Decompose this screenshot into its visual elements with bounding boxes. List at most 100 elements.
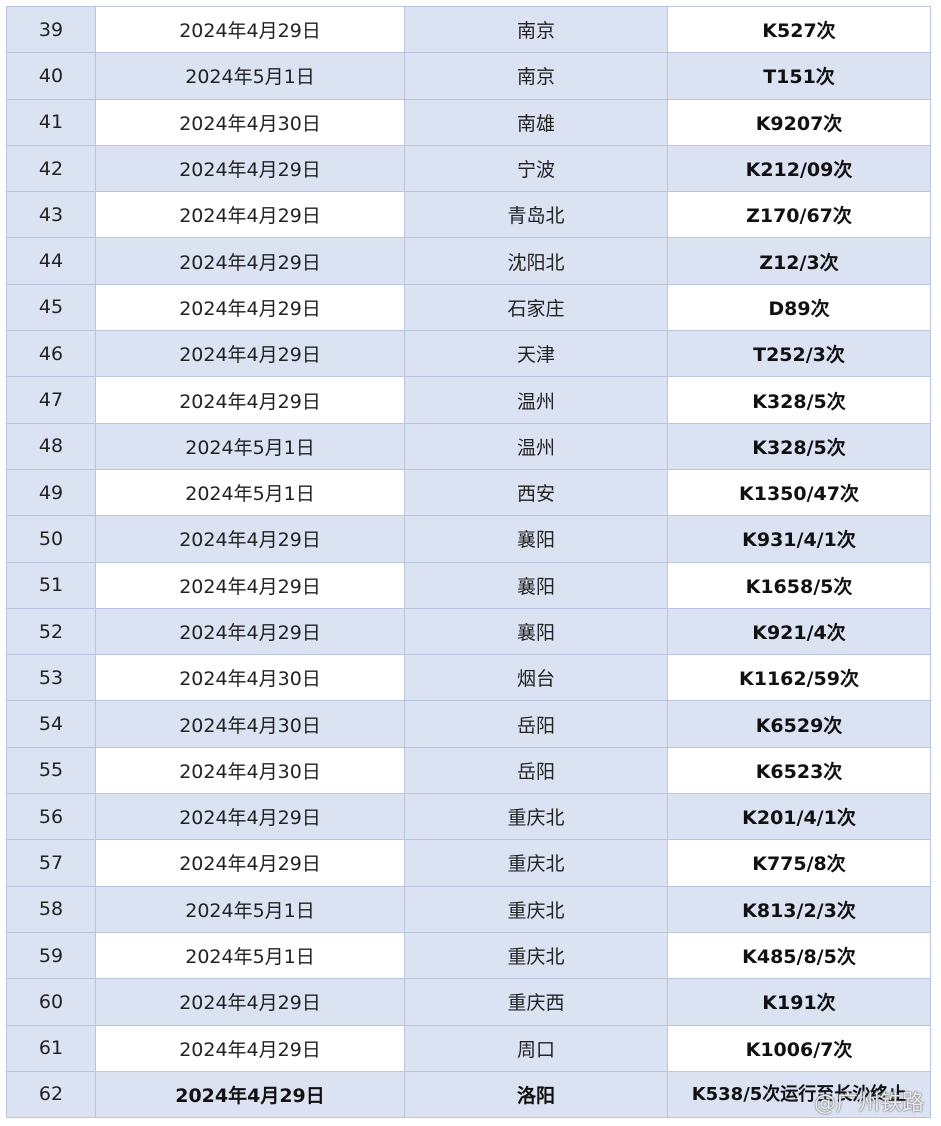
train-cell: K9207次: [667, 98, 931, 146]
date-cell: 2024年4月29日: [95, 561, 405, 609]
train-cell: K775/8次: [667, 839, 931, 887]
city-cell: 南京: [404, 52, 668, 100]
train-cell: T151次: [667, 52, 931, 100]
train-cell: K538/5次运行至长沙终止 @广州铁路: [667, 1070, 931, 1119]
table-row: 45 2024年4月29日 石家庄 D89次: [6, 283, 931, 332]
table-row: 60 2024年4月29日 重庆西 K191次: [6, 978, 931, 1026]
date-cell: 2024年4月29日: [95, 515, 405, 563]
train-cell: K813/2/3次: [667, 885, 931, 933]
city-cell: 温州: [404, 422, 668, 470]
table-row: 40 2024年5月1日 南京 T151次: [6, 52, 931, 100]
city-cell: 岳阳: [404, 746, 668, 795]
table-row: 44 2024年4月29日 沈阳北 Z12/3次: [6, 237, 931, 285]
row-number: 44: [6, 237, 96, 285]
table-row: 61 2024年4月29日 周口 K1006/7次: [6, 1024, 931, 1072]
city-cell: 洛阳: [404, 1070, 668, 1119]
date-cell: 2024年4月29日: [95, 237, 405, 285]
city-cell: 石家庄: [404, 283, 668, 332]
train-cell: T252/3次: [667, 330, 931, 378]
row-number: 51: [6, 561, 96, 609]
city-cell: 襄阳: [404, 515, 668, 563]
date-cell: 2024年4月29日: [95, 1024, 405, 1072]
date-cell: 2024年5月1日: [95, 931, 405, 980]
train-cell: K328/5次: [667, 376, 931, 424]
date-cell: 2024年4月30日: [95, 700, 405, 748]
city-cell: 天津: [404, 330, 668, 378]
train-cell: K201/4/1次: [667, 793, 931, 841]
train-cell: K1350/47次: [667, 468, 931, 517]
train-cell: K1162/59次: [667, 654, 931, 702]
table-row: 43 2024年4月29日 青岛北 Z170/67次: [6, 191, 931, 239]
city-cell: 襄阳: [404, 607, 668, 656]
city-cell: 南雄: [404, 98, 668, 146]
date-cell: 2024年4月29日: [95, 283, 405, 332]
watermark: @广州铁路: [813, 1091, 924, 1117]
city-cell: 青岛北: [404, 191, 668, 239]
city-cell: 重庆北: [404, 885, 668, 933]
table-row: 50 2024年4月29日 襄阳 K931/4/1次: [6, 515, 931, 563]
date-cell: 2024年4月29日: [95, 330, 405, 378]
date-cell: 2024年4月30日: [95, 654, 405, 702]
train-cell: K6523次: [667, 746, 931, 795]
table-row: 42 2024年4月29日 宁波 K212/09次: [6, 144, 931, 193]
row-number: 62: [6, 1070, 96, 1119]
date-cell: 2024年4月29日: [95, 191, 405, 239]
row-number: 56: [6, 793, 96, 841]
train-cell: K931/4/1次: [667, 515, 931, 563]
train-cell: Z12/3次: [667, 237, 931, 285]
row-number: 53: [6, 654, 96, 702]
train-cell: K328/5次: [667, 422, 931, 470]
row-number: 54: [6, 700, 96, 748]
city-cell: 沈阳北: [404, 237, 668, 285]
date-cell: 2024年4月29日: [95, 978, 405, 1026]
table-row: 52 2024年4月29日 襄阳 K921/4次: [6, 607, 931, 656]
table-row: 41 2024年4月30日 南雄 K9207次: [6, 98, 931, 146]
row-number: 48: [6, 422, 96, 470]
date-cell: 2024年5月1日: [95, 468, 405, 517]
city-cell: 重庆北: [404, 793, 668, 841]
date-cell: 2024年4月29日: [95, 607, 405, 656]
table-row: 53 2024年4月30日 烟台 K1162/59次: [6, 654, 931, 702]
date-cell: 2024年4月29日: [95, 376, 405, 424]
table-row: 59 2024年5月1日 重庆北 K485/8/5次: [6, 931, 931, 980]
date-cell: 2024年4月30日: [95, 98, 405, 146]
table-row: 58 2024年5月1日 重庆北 K813/2/3次: [6, 885, 931, 933]
city-cell: 重庆北: [404, 839, 668, 887]
train-cell: K1006/7次: [667, 1024, 931, 1072]
row-number: 60: [6, 978, 96, 1026]
table-row: 39 2024年4月29日 南京 K527次: [6, 5, 931, 54]
table-row: 51 2024年4月29日 襄阳 K1658/5次: [6, 561, 931, 609]
table-row: 49 2024年5月1日 西安 K1350/47次: [6, 468, 931, 517]
table-row: 46 2024年4月29日 天津 T252/3次: [6, 330, 931, 378]
row-number: 49: [6, 468, 96, 517]
row-number: 39: [6, 5, 96, 54]
city-cell: 重庆北: [404, 931, 668, 980]
date-cell: 2024年5月1日: [95, 422, 405, 470]
train-cell: K527次: [667, 5, 931, 54]
table-row: 48 2024年5月1日 温州 K328/5次: [6, 422, 931, 470]
date-cell: 2024年4月29日: [95, 144, 405, 193]
table-row: 55 2024年4月30日 岳阳 K6523次: [6, 746, 931, 795]
row-number: 52: [6, 607, 96, 656]
city-cell: 宁波: [404, 144, 668, 193]
date-cell: 2024年4月29日: [95, 839, 405, 887]
train-cell: K212/09次: [667, 144, 931, 193]
train-cell: K1658/5次: [667, 561, 931, 609]
date-cell: 2024年4月29日: [95, 5, 405, 54]
row-number: 57: [6, 839, 96, 887]
table-row: 56 2024年4月29日 重庆北 K201/4/1次: [6, 793, 931, 841]
table-row: 57 2024年4月29日 重庆北 K775/8次: [6, 839, 931, 887]
city-cell: 西安: [404, 468, 668, 517]
city-cell: 南京: [404, 5, 668, 54]
row-number: 45: [6, 283, 96, 332]
city-cell: 温州: [404, 376, 668, 424]
city-cell: 襄阳: [404, 561, 668, 609]
train-schedule-table: 39 2024年4月29日 南京 K527次 40 2024年5月1日 南京 T151次 41 2…: [6, 5, 931, 1119]
date-cell: 2024年4月30日: [95, 746, 405, 795]
date-cell: 2024年4月29日: [95, 1070, 405, 1119]
city-cell: 周口: [404, 1024, 668, 1072]
train-cell: K6529次: [667, 700, 931, 748]
row-number: 50: [6, 515, 96, 563]
row-number: 47: [6, 376, 96, 424]
train-cell: Z170/67次: [667, 191, 931, 239]
